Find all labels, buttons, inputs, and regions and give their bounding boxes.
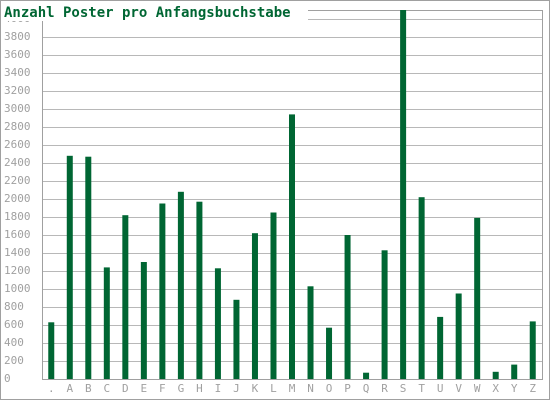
y-tick-label: 3800 (4, 30, 31, 43)
x-tick-label: U (437, 382, 444, 395)
bar (289, 114, 295, 380)
x-tick-label: E (141, 382, 148, 395)
x-tick-label: P (344, 382, 351, 395)
x-tick-label: D (122, 382, 129, 395)
bar (529, 321, 536, 379)
title-bg (2, 4, 308, 21)
y-tick-label: 1600 (4, 228, 31, 241)
x-tick-label: S (400, 382, 407, 395)
bar (344, 235, 351, 379)
bar (140, 262, 147, 379)
x-tick-label: B (85, 382, 92, 395)
y-tick-label: 1200 (4, 264, 31, 277)
y-tick-label: 3000 (4, 102, 31, 115)
y-tick-label: 1800 (4, 210, 31, 223)
y-tick-label: 3400 (4, 66, 31, 79)
x-tick-label: M (289, 382, 296, 395)
chart-title: Anzahl Poster pro Anfangsbuchstabe (4, 5, 291, 21)
x-tick-label: Z (529, 382, 536, 395)
y-tick-label: 2600 (4, 138, 31, 151)
bar (326, 327, 333, 379)
bar (270, 212, 277, 379)
bar (66, 155, 73, 379)
bar (159, 203, 166, 379)
bar (400, 10, 407, 379)
x-tick-label: L (270, 382, 277, 395)
x-tick-label: T (418, 382, 425, 395)
bar (418, 197, 425, 379)
x-tick-label: I (215, 382, 222, 395)
bar (85, 156, 92, 379)
bar (381, 250, 388, 379)
bar (251, 233, 258, 379)
x-tick-label: N (307, 382, 314, 395)
bar (214, 268, 221, 379)
bar (103, 267, 110, 379)
bar (363, 372, 370, 379)
x-tick-label: A (66, 382, 73, 395)
x-tick-label: . (48, 382, 55, 395)
y-tick-label: 200 (4, 354, 24, 367)
x-tick-label: Y (511, 382, 518, 395)
y-tick-label: 2400 (4, 156, 31, 169)
y-tick-label: 2200 (4, 174, 31, 187)
bar (437, 316, 444, 379)
x-tick-label: Q (363, 382, 370, 395)
x-tick-label: J (233, 382, 240, 395)
y-tick-label: 1400 (4, 246, 31, 259)
x-tick-label: R (381, 382, 388, 395)
y-tick-label: 1000 (4, 282, 31, 295)
x-tick-label: C (104, 382, 111, 395)
y-tick-label: 0 (4, 372, 11, 385)
x-tick-label: K (252, 382, 259, 395)
bar (492, 371, 499, 379)
y-tick-label: 2800 (4, 120, 31, 133)
x-tick-label: O (326, 382, 333, 395)
x-tick-label: V (455, 382, 462, 395)
bar (307, 286, 314, 379)
bar (455, 293, 462, 379)
y-tick-label: 2000 (4, 192, 31, 205)
y-tick-label: 3600 (4, 48, 31, 61)
bar (511, 364, 518, 379)
bar (233, 299, 240, 379)
x-tick-label: H (196, 382, 203, 395)
y-tick-label: 400 (4, 336, 24, 349)
x-tick-label: G (178, 382, 185, 395)
x-tick-label: F (159, 382, 166, 395)
y-tick-label: 600 (4, 318, 24, 331)
bar (177, 191, 184, 379)
x-tick-label: X (492, 382, 499, 395)
y-tick-label: 3200 (4, 84, 31, 97)
bar (474, 217, 481, 379)
x-tick-label: W (474, 382, 481, 395)
bar (122, 215, 129, 379)
y-tick-label: 800 (4, 300, 24, 313)
bar (196, 201, 203, 379)
bar (48, 322, 55, 379)
